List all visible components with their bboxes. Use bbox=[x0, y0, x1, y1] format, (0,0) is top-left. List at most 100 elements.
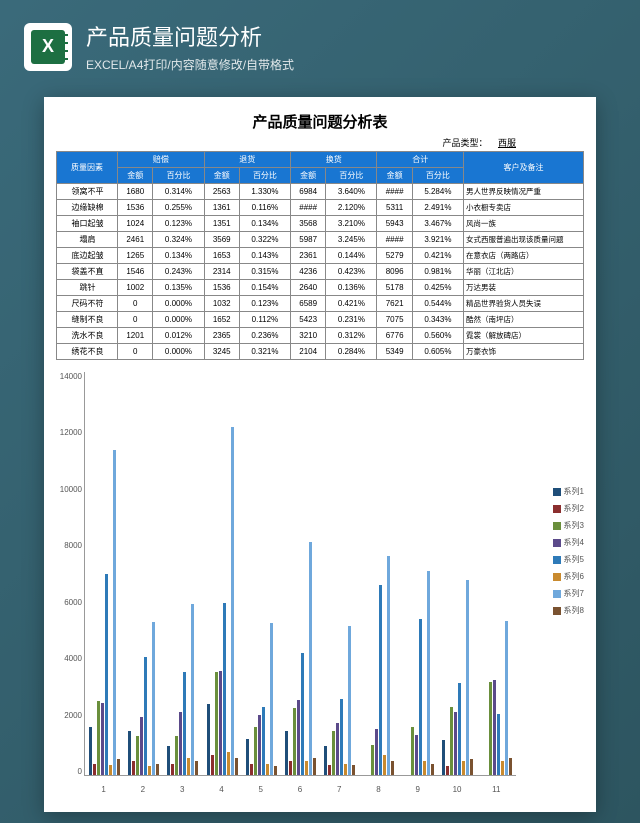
cell: 0.322% bbox=[239, 232, 290, 248]
cell: 3.210% bbox=[326, 216, 377, 232]
th-percent: 百分比 bbox=[153, 168, 204, 184]
bar bbox=[305, 761, 308, 775]
cell: 1536 bbox=[118, 200, 153, 216]
legend-swatch bbox=[553, 556, 561, 564]
page-subtitle: EXCEL/A4打印/内容随意修改/自带格式 bbox=[86, 56, 294, 73]
bar bbox=[431, 764, 434, 776]
x-tick: 4 bbox=[202, 785, 241, 794]
cell: 0.236% bbox=[239, 328, 290, 344]
chart-bars bbox=[85, 372, 516, 775]
x-tick: 2 bbox=[123, 785, 162, 794]
bar bbox=[117, 759, 120, 775]
cell: 0.000% bbox=[153, 344, 204, 360]
cell: 5279 bbox=[377, 248, 412, 264]
cell-note: 霓裳（解放碑店） bbox=[464, 328, 584, 344]
bar-group bbox=[399, 372, 438, 775]
header-text: 产品质量问题分析 EXCEL/A4打印/内容随意修改/自带格式 bbox=[86, 20, 294, 73]
cell-factor: 塌肩 bbox=[57, 232, 118, 248]
cell: 0.000% bbox=[153, 296, 204, 312]
legend-label: 系列4 bbox=[564, 537, 584, 548]
y-tick: 12000 bbox=[56, 428, 82, 437]
cell-note: 万达男装 bbox=[464, 280, 584, 296]
cell: 0.136% bbox=[326, 280, 377, 296]
bar bbox=[250, 764, 253, 776]
bar-group bbox=[85, 372, 124, 775]
cell-note: 酷然（南坪店） bbox=[464, 312, 584, 328]
bar bbox=[442, 740, 445, 775]
cell-note: 小衣橱专卖店 bbox=[464, 200, 584, 216]
bar bbox=[415, 735, 418, 775]
cell-note: 华丽（江北店） bbox=[464, 264, 584, 280]
bar-group bbox=[124, 372, 163, 775]
bar bbox=[183, 672, 186, 775]
table-row: 边缘缺棉15360.255%13610.116%####2.120%53112.… bbox=[57, 200, 584, 216]
bar bbox=[105, 574, 108, 775]
cell-note: 在意衣店（两路店） bbox=[464, 248, 584, 264]
cell: 0.605% bbox=[412, 344, 463, 360]
bar bbox=[254, 727, 257, 775]
chart-x-axis: 1234567891011 bbox=[84, 785, 516, 794]
y-tick: 10000 bbox=[56, 485, 82, 494]
cell: 2314 bbox=[204, 264, 239, 280]
th-factor: 质量因素 bbox=[57, 152, 118, 184]
y-tick: 2000 bbox=[56, 711, 82, 720]
chart-legend: 系列1系列2系列3系列4系列5系列6系列7系列8 bbox=[553, 486, 584, 622]
th-amount: 金额 bbox=[291, 168, 326, 184]
meta-value: 西服 bbox=[490, 138, 524, 148]
cell-note: 精品世界验货人员失误 bbox=[464, 296, 584, 312]
bar bbox=[167, 746, 170, 775]
x-tick: 6 bbox=[280, 785, 319, 794]
bar bbox=[262, 707, 265, 775]
th-percent: 百分比 bbox=[239, 168, 290, 184]
cell: 0.315% bbox=[239, 264, 290, 280]
bar bbox=[446, 766, 449, 775]
bar-group bbox=[242, 372, 281, 775]
bar bbox=[470, 759, 473, 775]
legend-label: 系列8 bbox=[564, 605, 584, 616]
cell: 1032 bbox=[204, 296, 239, 312]
cell: 4236 bbox=[291, 264, 326, 280]
y-tick: 14000 bbox=[56, 372, 82, 381]
cell: 1002 bbox=[118, 280, 153, 296]
legend-label: 系列3 bbox=[564, 520, 584, 531]
document-sheet: 产品质量问题分析表 产品类型： 西服 质量因素 赔偿 退货 换货 合计 客户及备… bbox=[44, 97, 596, 812]
cell: 1652 bbox=[204, 312, 239, 328]
x-tick: 8 bbox=[359, 785, 398, 794]
cell: 3.640% bbox=[326, 184, 377, 200]
bar bbox=[195, 761, 198, 775]
cell-factor: 领窝不平 bbox=[57, 184, 118, 200]
cell: 0.134% bbox=[153, 248, 204, 264]
cell: 7075 bbox=[377, 312, 412, 328]
bar bbox=[175, 736, 178, 775]
cell: 3568 bbox=[291, 216, 326, 232]
legend-label: 系列5 bbox=[564, 554, 584, 565]
bar bbox=[371, 745, 374, 775]
legend-item: 系列8 bbox=[553, 605, 584, 616]
table-row: 绣花不良00.000%32450.321%21040.284%53490.605… bbox=[57, 344, 584, 360]
cell: 1024 bbox=[118, 216, 153, 232]
legend-label: 系列6 bbox=[564, 571, 584, 582]
bar bbox=[187, 758, 190, 775]
bar bbox=[97, 701, 100, 775]
cell: 0.314% bbox=[153, 184, 204, 200]
bar bbox=[301, 653, 304, 775]
table-row: 塌肩24610.324%35690.322%59873.245%####3.92… bbox=[57, 232, 584, 248]
y-tick: 0 bbox=[56, 767, 82, 776]
cell: 3.921% bbox=[412, 232, 463, 248]
cell: 1.330% bbox=[239, 184, 290, 200]
cell: 5423 bbox=[291, 312, 326, 328]
cell: #### bbox=[377, 232, 412, 248]
legend-swatch bbox=[553, 590, 561, 598]
x-tick: 3 bbox=[163, 785, 202, 794]
bar bbox=[128, 731, 131, 775]
bar bbox=[489, 682, 492, 775]
bar bbox=[179, 712, 182, 775]
y-tick: 8000 bbox=[56, 541, 82, 550]
cell: 0.312% bbox=[326, 328, 377, 344]
th-group-1: 退货 bbox=[204, 152, 290, 168]
x-tick: 11 bbox=[477, 785, 516, 794]
bar bbox=[450, 707, 453, 775]
bar bbox=[411, 727, 414, 775]
table-row: 洗水不良12010.012%23650.236%32100.312%67760.… bbox=[57, 328, 584, 344]
page-title: 产品质量问题分析 bbox=[86, 20, 294, 52]
